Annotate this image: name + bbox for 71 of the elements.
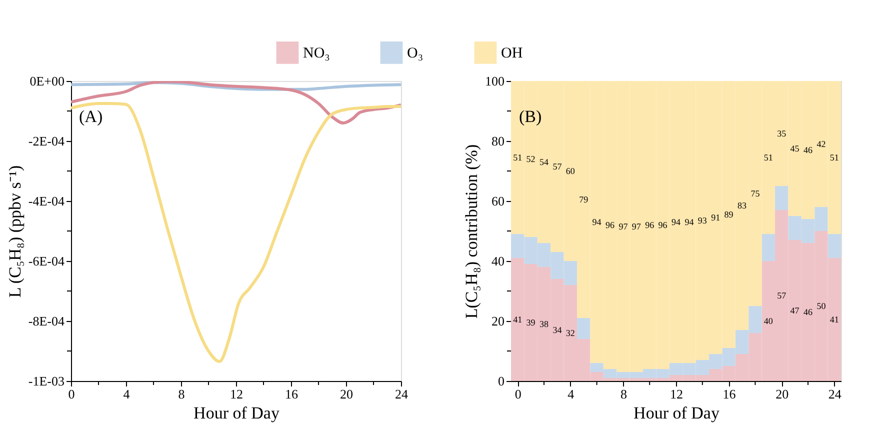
- x-tick-label: 20: [340, 386, 353, 402]
- y-tick-label: 100: [485, 74, 504, 88]
- x-tick-label: 4: [123, 386, 130, 402]
- x-tick-label: 4: [568, 386, 575, 402]
- data-label: 35: [777, 128, 787, 138]
- y-tick-label: 40: [492, 254, 504, 268]
- data-label: 51: [830, 152, 839, 162]
- data-label: 52: [526, 154, 536, 164]
- y-axis-title: L(C₅H₈) contribution (%): [462, 144, 481, 319]
- data-label: 39: [526, 318, 536, 328]
- data-label: 94: [672, 217, 681, 227]
- data-label: 75: [750, 188, 760, 198]
- data-label: 97: [632, 222, 642, 232]
- data-label: 97: [618, 222, 628, 232]
- data-label: 54: [540, 157, 549, 167]
- data-label: 42: [816, 139, 826, 149]
- data-label: 50: [816, 301, 826, 311]
- data-label: 93: [698, 216, 708, 226]
- x-tick-label: 8: [178, 386, 185, 402]
- data-label: 38: [540, 319, 549, 329]
- y-tick-label: 60: [492, 194, 504, 208]
- annotation: (A): [79, 107, 103, 126]
- data-label: 46: [804, 307, 813, 317]
- data-label: 94: [592, 217, 602, 227]
- data-label: 96: [645, 220, 655, 230]
- data-label: 91: [711, 212, 720, 222]
- x-tick-label: 20: [776, 386, 789, 402]
- data-label: 57: [552, 162, 562, 172]
- x-tick-label: 16: [722, 386, 736, 402]
- data-label: 94: [684, 217, 694, 227]
- data-label: 89: [724, 210, 734, 220]
- data-label: 45: [790, 144, 800, 154]
- y-tick-label: 0E+00: [30, 74, 64, 88]
- data-label: 41: [513, 314, 522, 324]
- x-axis-title: Hour of Day: [634, 404, 720, 422]
- y-axis-title: L (C₅H₈) (ppbv s⁻¹): [5, 165, 24, 298]
- x-tick-label: 12: [670, 386, 683, 402]
- y-tick-label: 0: [498, 374, 504, 388]
- data-label: 83: [738, 200, 747, 210]
- x-tick-label: 24: [395, 386, 408, 402]
- y-tick-label: -8E-04: [28, 314, 65, 328]
- x-axis-title: Hour of Day: [194, 404, 280, 422]
- data-label: 47: [790, 306, 800, 316]
- data-label: 51: [764, 152, 773, 162]
- legend-label: OH: [501, 46, 523, 62]
- y-tick-label: -1E-03: [28, 374, 64, 388]
- x-tick-label: 0: [68, 386, 75, 402]
- data-label: 32: [566, 328, 575, 338]
- y-tick-label: -6E-04: [28, 254, 65, 268]
- data-label: 34: [552, 325, 562, 335]
- y-tick-label: -2E-04: [28, 134, 65, 148]
- data-label: 96: [658, 220, 668, 230]
- y-tick-label: -4E-04: [28, 194, 65, 208]
- data-label: 46: [804, 145, 813, 155]
- data-label: 60: [566, 166, 576, 176]
- data-label: 79: [579, 194, 589, 204]
- x-tick-label: 8: [620, 386, 627, 402]
- legend-label: NO₃: [303, 46, 330, 62]
- data-label: 96: [606, 220, 615, 230]
- data-label: 51: [513, 152, 522, 162]
- x-tick-label: 12: [230, 386, 243, 402]
- legend-label: O₃: [407, 46, 424, 62]
- x-tick-label: 16: [285, 386, 298, 402]
- data-label: 41: [830, 314, 839, 324]
- x-tick-label: 24: [828, 386, 842, 402]
- x-tick-label: 0: [514, 386, 522, 402]
- y-tick-label: 80: [492, 134, 504, 148]
- data-label: 57: [777, 290, 787, 300]
- annotation: (B): [519, 107, 542, 126]
- data-label: 40: [764, 316, 774, 326]
- y-tick-label: 20: [492, 314, 504, 328]
